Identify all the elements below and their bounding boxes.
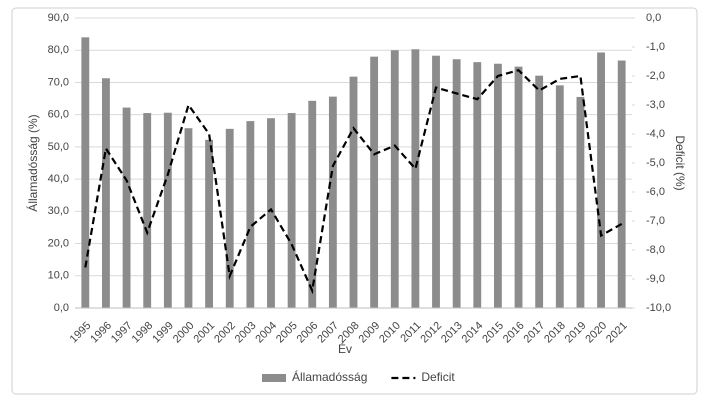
legend-swatch bbox=[262, 374, 286, 382]
bar bbox=[184, 128, 193, 308]
bar bbox=[555, 85, 564, 308]
bar bbox=[370, 56, 379, 308]
bar bbox=[493, 63, 502, 308]
bar bbox=[411, 49, 420, 308]
y-tick-label: 90,0 bbox=[48, 12, 69, 24]
bar bbox=[349, 76, 358, 309]
y-tick-label: 80,0 bbox=[48, 44, 69, 56]
bar bbox=[122, 107, 131, 308]
bar bbox=[535, 75, 544, 308]
bar bbox=[225, 128, 234, 308]
y2-tick-label: 0,0 bbox=[646, 12, 661, 24]
y2-axis-label: Deficit (%) bbox=[673, 135, 687, 190]
bar bbox=[102, 78, 110, 308]
y-tick-label: 20,0 bbox=[48, 237, 69, 249]
y2-tick-label: -4,0 bbox=[646, 128, 665, 140]
bar bbox=[205, 139, 214, 308]
bar bbox=[597, 52, 605, 308]
y2-tick-label: -1,0 bbox=[646, 41, 665, 53]
y-tick-label: 70,0 bbox=[48, 76, 69, 88]
y2-tick-label: -3,0 bbox=[646, 99, 665, 111]
legend-label: Deficit bbox=[421, 370, 455, 384]
bar bbox=[287, 113, 296, 308]
line bbox=[84, 68, 623, 295]
bar bbox=[617, 60, 626, 309]
bar bbox=[452, 59, 461, 308]
legend-label: Államadósság bbox=[292, 369, 367, 384]
y2-tick-label: -6,0 bbox=[646, 186, 665, 198]
y2-tick-label: -8,0 bbox=[646, 244, 665, 256]
y2-tick-label: -7,0 bbox=[646, 215, 665, 227]
bar bbox=[308, 100, 317, 308]
y-tick-label: 60,0 bbox=[48, 109, 69, 121]
bar bbox=[328, 96, 337, 308]
bar bbox=[163, 112, 172, 308]
y-tick-label: 40,0 bbox=[48, 173, 69, 185]
bar bbox=[473, 62, 482, 309]
x-axis-label: Év bbox=[338, 341, 352, 356]
y-tick-label: 30,0 bbox=[48, 205, 69, 217]
y-tick-label: 0,0 bbox=[54, 302, 69, 314]
bar bbox=[246, 121, 255, 308]
bar bbox=[143, 113, 152, 308]
y2-tick-label: -5,0 bbox=[646, 157, 665, 169]
y2-tick-label: -10,0 bbox=[646, 302, 671, 314]
y-axis-label: Államadósság (%) bbox=[25, 114, 40, 211]
bar bbox=[432, 55, 440, 309]
y-tick-label: 50,0 bbox=[48, 141, 69, 153]
y2-tick-label: -9,0 bbox=[646, 273, 665, 285]
bar bbox=[267, 118, 275, 308]
bar bbox=[576, 96, 585, 308]
bar bbox=[514, 66, 523, 309]
y2-tick-label: -2,0 bbox=[646, 70, 665, 82]
y-tick-label: 10,0 bbox=[48, 270, 69, 282]
bar bbox=[390, 50, 399, 308]
bar bbox=[81, 37, 90, 308]
